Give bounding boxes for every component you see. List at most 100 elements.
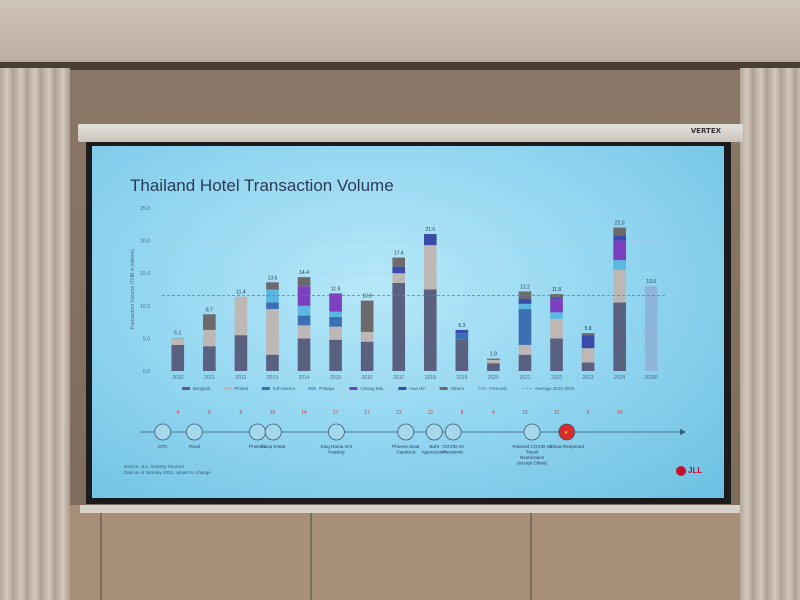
bar-segment-bangkok bbox=[171, 344, 185, 371]
bar-total-label: 21.0 bbox=[425, 227, 435, 233]
x-tick-label: 2013 bbox=[267, 375, 278, 381]
x-tick-label: 2023 bbox=[583, 375, 594, 381]
bar-segment-phuket bbox=[297, 325, 311, 339]
bar-segment-bangkok bbox=[518, 354, 532, 371]
event-label-line: Baht bbox=[429, 444, 439, 449]
event-label-line: Pandemic bbox=[443, 450, 464, 455]
legend-label: Bangkok bbox=[193, 386, 211, 391]
bar-segment-phuket bbox=[423, 245, 437, 290]
legend-label: Forecast bbox=[489, 386, 507, 391]
legend-swatch bbox=[182, 387, 190, 390]
bar-segment-phuket bbox=[581, 348, 595, 363]
baht-icon bbox=[425, 423, 443, 441]
event-count: 12 bbox=[554, 410, 560, 416]
source-line: Source: JLL, Industry Sources bbox=[124, 464, 185, 469]
legend-label: Hua Hin bbox=[409, 386, 426, 391]
bar-segment-hua-hin bbox=[518, 298, 532, 304]
bar-segment-chiang-mai bbox=[297, 286, 311, 306]
event-label-line: COVID-19 bbox=[443, 444, 465, 449]
data-date-line: Data as of January 2025, subject to chan… bbox=[124, 470, 211, 475]
screen-bottom-bar bbox=[80, 505, 740, 513]
bar-segment-koh-samui bbox=[297, 315, 311, 326]
event-count: 17 bbox=[333, 410, 339, 416]
event-count: 9 bbox=[208, 410, 211, 416]
x-tick-label: 2025F bbox=[644, 375, 658, 381]
slide-title: Thailand Hotel Transaction Volume bbox=[130, 176, 394, 195]
event-count: 16 bbox=[617, 410, 623, 416]
bar-segment-bangkok bbox=[360, 341, 374, 371]
bar-segment-others bbox=[550, 294, 563, 298]
bar-segment-hua-hin bbox=[455, 329, 469, 334]
event-label-line: King Rama IX's bbox=[321, 444, 353, 449]
bar-segment-pattaya bbox=[329, 311, 342, 317]
event-count: 16 bbox=[522, 410, 528, 416]
bar-segment-chiang-mai bbox=[550, 299, 563, 313]
bar-total-label: 12.2 bbox=[520, 284, 530, 290]
bar-chart: 0.0 5.0 10.0 15.0 20.0 25.0 Transaction Volume… bbox=[130, 206, 686, 466]
bar-segment-hua-hin bbox=[550, 297, 563, 300]
x-tick-label: 2018 bbox=[425, 375, 436, 381]
y-tick-label: 10.0 bbox=[140, 304, 150, 310]
bar-segment-phuket bbox=[550, 318, 563, 339]
bar-segment-others bbox=[613, 227, 626, 236]
bar-segment-koh-samui bbox=[266, 302, 279, 310]
bar-segment-chiang-mai bbox=[329, 293, 342, 312]
ribbon-icon bbox=[327, 423, 345, 441]
event-label-line: Restrictions bbox=[520, 455, 545, 460]
legend-swatch bbox=[349, 387, 358, 390]
bar-segment-bangkok bbox=[423, 289, 437, 371]
event-label-line: GFC bbox=[158, 444, 168, 449]
left-curtain bbox=[0, 68, 70, 600]
legend-label: Pattaya bbox=[319, 386, 335, 391]
bar-segment-pattaya bbox=[518, 303, 532, 310]
y-tick-label: 15.0 bbox=[140, 271, 150, 277]
legend-swatch bbox=[223, 387, 232, 390]
bar-segment-phuket bbox=[266, 309, 279, 355]
ceiling-trim bbox=[0, 62, 800, 70]
projector-brand: VERTEX bbox=[690, 127, 721, 135]
event-count: 12 bbox=[428, 410, 434, 416]
bar-total-label: 10.8 bbox=[362, 294, 372, 300]
bar-total-label: 5.1 bbox=[174, 331, 181, 337]
y-tick-label: 0.0 bbox=[143, 369, 150, 375]
event-label-line: Capsized bbox=[396, 450, 416, 455]
bar-total-label: 6.3 bbox=[458, 323, 465, 329]
bar-segment-others bbox=[360, 300, 374, 332]
bar-segment-phuket bbox=[171, 338, 185, 345]
bar-segment-phuket bbox=[329, 326, 342, 340]
ceiling bbox=[0, 0, 800, 70]
bar-total-label: 13.0 bbox=[646, 279, 656, 285]
bar-segment-bangkok bbox=[581, 362, 595, 371]
protest-icon bbox=[249, 423, 266, 441]
event-label-line: China Reopened bbox=[550, 444, 585, 449]
y-tick-label: 20.0 bbox=[140, 239, 150, 245]
source-note: Source: JLL, Industry Sources Data as of… bbox=[124, 464, 211, 476]
bar-segment-pattaya bbox=[266, 289, 279, 303]
projector-screen-housing: VERTEX bbox=[78, 124, 743, 142]
bar-segment-hua-hin bbox=[581, 335, 595, 349]
bar-total-label: 8.7 bbox=[206, 307, 213, 313]
bar-segment-phuket bbox=[203, 329, 216, 347]
bar-total-label: 17.4 bbox=[394, 251, 404, 257]
bar-segment-phuket bbox=[392, 273, 406, 283]
bar-segment-bangkok bbox=[203, 346, 216, 371]
bar-total-label: 13.6 bbox=[268, 275, 278, 281]
bar-total-label: 5.8 bbox=[585, 326, 592, 332]
x-tick-label: 2017 bbox=[393, 375, 404, 381]
bar-total-label: 11.8 bbox=[552, 287, 562, 293]
event-label-line: Passing bbox=[328, 450, 345, 455]
bar-segment-phuket bbox=[613, 269, 626, 303]
y-tick-label: 25.0 bbox=[140, 206, 150, 212]
bar-segment-phuket bbox=[360, 331, 374, 342]
flag-star-icon: ★ bbox=[564, 430, 569, 436]
bar-segment-phuket bbox=[234, 296, 248, 336]
x-tick-label: 2012 bbox=[235, 375, 246, 381]
bar-segment-bangkok bbox=[487, 363, 500, 371]
bar-segment-others bbox=[581, 333, 595, 336]
bar-segment-pattaya bbox=[297, 305, 311, 316]
x-tick-label: 2021 bbox=[519, 375, 530, 381]
bar-segment-koh-samui bbox=[329, 316, 342, 327]
x-tick-label: 2010 bbox=[172, 375, 183, 381]
bar-segment-hua-hin bbox=[613, 235, 626, 241]
x-tick-label: 2020 bbox=[488, 375, 499, 381]
